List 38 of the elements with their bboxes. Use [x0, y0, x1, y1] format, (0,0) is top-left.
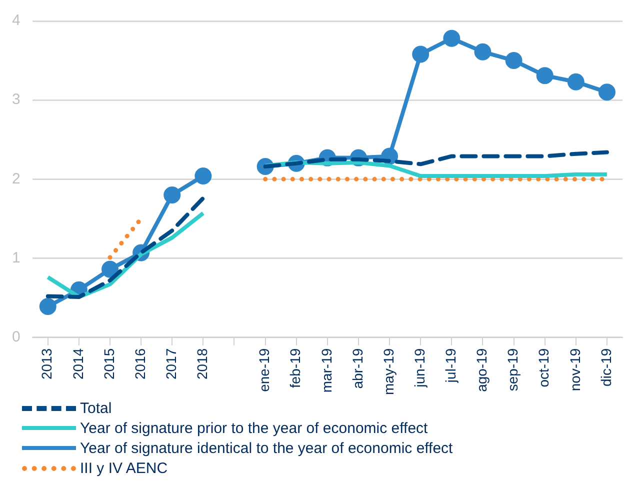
x-tick-label: 2013 [38, 348, 55, 380]
x-tick-label: ene-19 [256, 348, 272, 392]
x-tick-label: 2017 [162, 348, 179, 380]
legend-label: Year of signature prior to the year of economic effect [80, 420, 428, 436]
point [598, 84, 616, 101]
x-tick-label: abr-19 [349, 348, 366, 389]
legend-label: Total [80, 400, 112, 416]
legend-label: Year of signature identical to the year of economic effect [80, 440, 453, 456]
x-tick-label: mar-19 [318, 348, 334, 393]
x-tick-label: may-19 [380, 348, 396, 396]
x-tick-label: jun-19 [411, 348, 428, 388]
x-tick-label: oct-19 [536, 348, 552, 388]
point [505, 52, 522, 70]
y-tick-label: 3 [12, 91, 20, 108]
point [443, 30, 460, 47]
legend-label: III y IV AENC [80, 460, 168, 476]
point [536, 67, 554, 84]
x-tick-label: sep-19 [504, 348, 521, 392]
point [474, 43, 492, 60]
point [164, 186, 181, 204]
y-tick-label: 1 [12, 249, 20, 266]
x-tick-label: dic-19 [598, 348, 614, 386]
x-tick-label: feb-19 [287, 348, 304, 388]
x-tick-label: 2018 [194, 348, 210, 380]
y-tick-label: 0 [12, 328, 20, 346]
point [567, 73, 584, 90]
x-tick-label: 2015 [100, 348, 117, 380]
x-tick-label: ago-19 [474, 348, 490, 392]
point [39, 298, 56, 315]
x-tick-label: 2016 [132, 348, 148, 380]
y-tick-label: 2 [12, 170, 20, 188]
x-tick-label: nov-19 [566, 348, 583, 392]
x-tick-label: 2014 [70, 348, 86, 380]
x-tick-label: jul-19 [442, 348, 459, 384]
point [412, 46, 430, 63]
point [101, 260, 118, 278]
y-tick-label: 4 [12, 12, 20, 30]
point [194, 167, 212, 184]
